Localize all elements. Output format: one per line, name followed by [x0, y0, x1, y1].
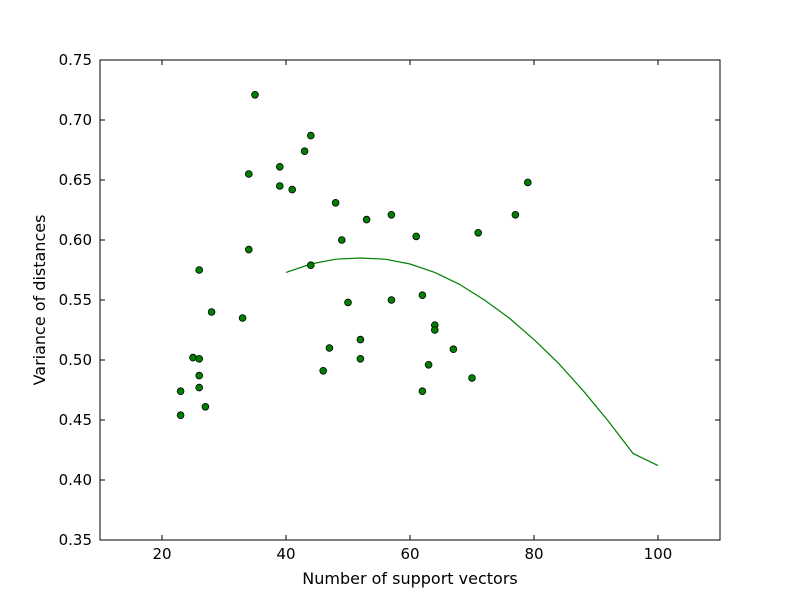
y-tick-label: 0.60	[59, 231, 92, 249]
x-axis-ticks: 20 40 60 80 100	[152, 60, 672, 563]
data-point	[387, 296, 396, 304]
data-point	[275, 163, 284, 171]
data-points-layer	[176, 91, 532, 420]
x-tick-label: 100	[644, 545, 673, 563]
y-tick-label: 0.40	[59, 471, 92, 489]
y-tick-label: 0.75	[59, 51, 92, 69]
data-point	[449, 345, 458, 354]
data-point	[306, 261, 315, 270]
data-point	[288, 185, 297, 194]
x-tick-label: 80	[524, 545, 543, 563]
data-point	[430, 326, 439, 334]
data-point	[468, 374, 476, 382]
data-point	[176, 411, 185, 420]
data-point	[176, 387, 185, 396]
data-point	[362, 215, 371, 224]
data-point	[251, 91, 259, 99]
data-point	[337, 236, 346, 244]
data-point	[418, 291, 427, 300]
data-point	[245, 170, 253, 178]
fit-curve-layer	[285, 257, 659, 467]
data-point	[275, 182, 284, 190]
data-point	[245, 245, 253, 254]
data-point	[207, 308, 216, 316]
data-point	[511, 211, 520, 219]
data-point	[195, 354, 204, 363]
data-point	[195, 266, 204, 274]
data-point	[189, 353, 197, 362]
data-point	[195, 371, 204, 380]
data-point	[387, 211, 396, 219]
data-point	[201, 402, 210, 411]
data-point	[424, 360, 433, 369]
y-axis-label: Variance of distances	[30, 215, 49, 386]
data-point	[418, 387, 427, 396]
data-point	[300, 147, 309, 156]
data-point	[474, 229, 483, 237]
x-tick-label: 20	[152, 545, 171, 563]
y-tick-label: 0.50	[59, 351, 92, 369]
fit-curve	[285, 257, 659, 467]
data-point	[331, 199, 340, 207]
data-point	[356, 335, 365, 344]
y-tick-label: 0.55	[59, 291, 92, 309]
x-tick-label: 60	[400, 545, 419, 563]
y-tick-label: 0.45	[59, 411, 92, 429]
x-axis-label: Number of support vectors	[302, 569, 517, 588]
data-point	[344, 298, 352, 307]
y-tick-label: 0.70	[59, 111, 92, 129]
data-point	[319, 366, 328, 375]
data-point	[195, 383, 204, 392]
y-tick-label: 0.65	[59, 171, 92, 189]
data-point	[238, 314, 247, 322]
data-point	[306, 131, 315, 140]
y-tick-label: 0.35	[59, 531, 92, 549]
data-point	[356, 354, 365, 363]
y-axis-ticks: 0.35 0.40 0.45 0.50 0.55 0.60 0.65 0.70 0.75	[59, 51, 720, 549]
data-point	[412, 232, 421, 241]
data-point	[523, 178, 532, 187]
x-tick-label: 40	[276, 545, 295, 563]
data-point	[325, 344, 334, 352]
